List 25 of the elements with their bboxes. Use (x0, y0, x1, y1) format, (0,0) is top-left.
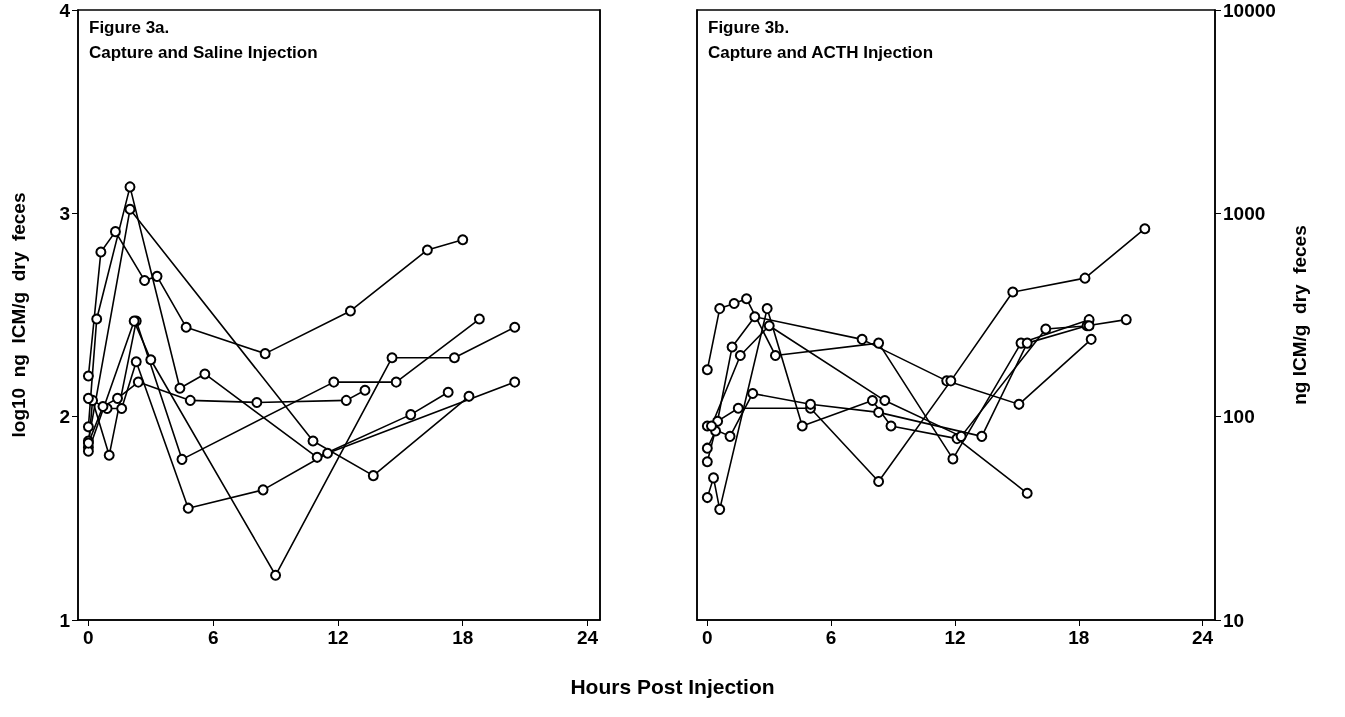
text: Figure 3b. (708, 18, 790, 37)
y2-axis-title: ng ICM/g dry feces (1289, 225, 1310, 405)
text: Capture and Saline Injection (89, 43, 318, 62)
y-tick-label: 3 (59, 202, 70, 224)
y2-tick-label: 10 (1223, 609, 1245, 631)
y-tick-label: 2 (59, 406, 70, 428)
x-tick-label: 0 (83, 627, 94, 648)
x-axis-title: Hours Post Injection (569, 675, 776, 699)
y2-tick-label: 10000 (1223, 0, 1276, 21)
y-tick-label: 1 (59, 609, 71, 631)
text: Capture and ACTH Injection (708, 43, 934, 62)
x-tick-label: 24 (1192, 627, 1214, 648)
x-tick-label: 18 (452, 627, 474, 648)
y-axis-title: log10 ng ICM/g dry feces (8, 192, 29, 438)
x-tick-label: 0 (702, 627, 713, 648)
y2-tick-label: 1000 (1223, 202, 1266, 224)
x-tick-label: 18 (1068, 627, 1090, 648)
x-tick-label: 6 (207, 627, 219, 648)
y-tick-label: 4 (59, 0, 71, 21)
y2-tick-label: 100 (1223, 406, 1255, 428)
x-tick-label: 12 (944, 627, 966, 648)
x-tick-label: 12 (327, 627, 349, 648)
x-tick-label: 24 (576, 627, 599, 648)
text: Figure 3a. (89, 18, 170, 37)
x-tick-label: 6 (825, 627, 837, 648)
